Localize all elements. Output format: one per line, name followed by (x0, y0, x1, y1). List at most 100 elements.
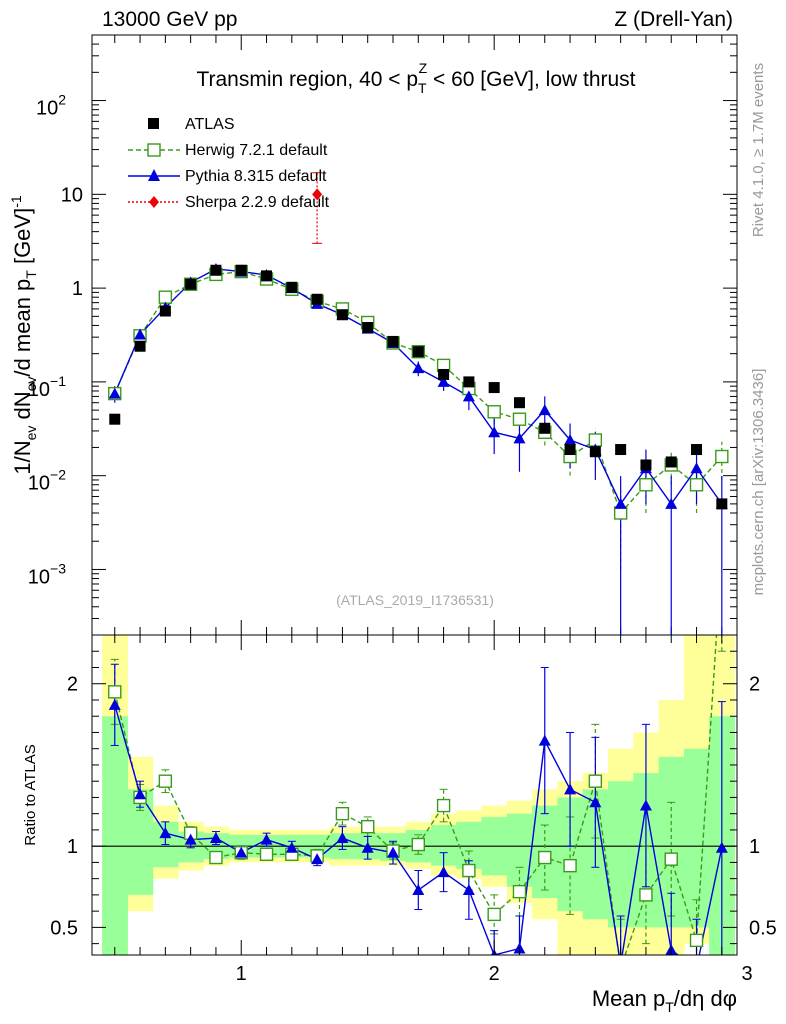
title-post: < 60 [GeV], low thrust (427, 68, 636, 91)
main-y-tick-label: 10−1 (28, 373, 66, 401)
atlas-point (488, 382, 500, 394)
ylabel-a: 1/N (10, 440, 35, 474)
ylabel-c: /d mean p (10, 279, 35, 377)
herwig-ratio-point (664, 852, 678, 866)
legend-herwig-marker (147, 143, 161, 157)
main-y-tick-label-base: 10 (36, 98, 58, 120)
ratio-y-ticks: 2 2 1 1 0.5 0.5 (50, 650, 777, 945)
main-x-ticks (114, 35, 723, 635)
title-sub-t: T (418, 80, 427, 96)
pythia-ratio-point (589, 796, 602, 808)
herwig-ratio-point (487, 907, 501, 922)
atlas-point (564, 444, 576, 456)
legend-herwig-label: Herwig 7.2.1 default (185, 142, 328, 159)
pythia-ratio-point (715, 841, 728, 853)
atlas-point (387, 335, 399, 347)
pythia-point (690, 462, 703, 474)
xlabel-a: Mean p (592, 986, 665, 1011)
herwig-ratio-point (462, 863, 476, 878)
ratio-y-tick-label-right: 1 (749, 836, 760, 858)
ylabel-a-sub: ev (23, 426, 39, 441)
pythia-point (488, 426, 501, 438)
pythia-ratio-point (311, 853, 324, 865)
pythia-ratio-point (564, 783, 577, 795)
atlas-point (336, 309, 348, 321)
ylabel-d: [GeV] (10, 208, 35, 270)
atlas-point (362, 322, 374, 334)
main-y-tick-label-exp: −2 (50, 467, 66, 483)
pythia-ratio-point (437, 866, 450, 878)
x-tick-label: 1 (236, 963, 247, 985)
pythia-ratio-point (639, 799, 652, 811)
pythia-ratio-point (134, 788, 147, 800)
main-y-tick-label: 10 (61, 184, 83, 206)
pythia-ratio-point (691, 962, 703, 973)
herwig-ratio-point (108, 685, 122, 699)
pythia-line (114, 268, 723, 506)
legend: ATLAS Herwig 7.2.1 default Pythia 8.315 … (128, 116, 330, 211)
rivet-label: Rivet 4.1.0, ≥ 1.7M events (750, 63, 767, 237)
legend-atlas-label: ATLAS (185, 116, 235, 133)
herwig-ratio-point (361, 819, 375, 834)
herwig-ratio-point (335, 806, 350, 821)
ratio-frame (91, 634, 738, 956)
main-y-label: 1/Nev dNev/d mean pT [GeV]-1 (8, 195, 39, 475)
mcplots-label: mcplots.cern.ch [arXiv:1306.3436] (750, 369, 767, 596)
header-right: Z (Drell-Yan) (614, 8, 733, 31)
atlas-point (109, 413, 121, 425)
main-y-tick-label: 10−2 (28, 467, 66, 495)
atlas-point (134, 340, 146, 352)
herwig-ratio-point (615, 962, 627, 974)
pythia-ratio-point (159, 827, 172, 839)
xlabel-a-sub: T (665, 999, 674, 1015)
main-y-tick-label-base: 10 (28, 566, 50, 588)
main-y-tick-label: 1 (72, 278, 83, 300)
herwig-ratio-point (259, 847, 274, 861)
ratio-x-ticks: 1 2 3 (114, 635, 753, 985)
ylabel-c-sub: T (23, 270, 39, 279)
atlas-point (615, 444, 627, 456)
ratio-y-tick-label-left: 1 (67, 836, 78, 858)
legend-pythia-label: Pythia 8.315 default (185, 168, 327, 185)
herwig-line (114, 270, 723, 515)
x-axis-label: Mean pT/dη dφ (592, 986, 737, 1015)
pythia-point (412, 362, 425, 374)
atlas-point (311, 293, 323, 305)
atlas-point (412, 346, 424, 358)
legend-atlas-marker (148, 118, 159, 129)
atlas-point (665, 456, 677, 468)
herwig-point (689, 478, 704, 492)
herwig-point (512, 412, 527, 426)
herwig-ratio-point (512, 884, 527, 899)
herwig-point (639, 478, 653, 492)
main-y-tick-label: 102 (36, 92, 66, 120)
x-tick-label: 3 (742, 963, 753, 985)
herwig-ratio-point (411, 837, 425, 852)
legend-sherpa-label: Sherpa 2.2.9 default (185, 194, 330, 211)
atlas-point (513, 397, 525, 409)
pythia-ratio-point (538, 734, 551, 746)
main-y-tick-label-base: 10 (28, 473, 50, 495)
herwig-ratio-point (588, 774, 603, 788)
pythia-ratio-point (235, 846, 248, 858)
legend-sherpa-marker (149, 196, 159, 208)
atlas-point (286, 281, 298, 293)
pythia-ratio-point (184, 833, 197, 845)
pythia-point (513, 432, 526, 444)
pythia-ratio-point (412, 884, 425, 896)
main-y-tick-label: 10−3 (28, 560, 66, 588)
herwig-ratio-point (689, 933, 704, 948)
pythia-point (437, 375, 450, 387)
herwig-point (715, 449, 729, 464)
pythia-ratio-point (361, 841, 374, 853)
pythia-point (108, 387, 121, 399)
ylabel-d-sup: -1 (8, 195, 24, 208)
main-y-tick-label-exp: −3 (50, 560, 66, 576)
ratio-data (108, 635, 728, 974)
atlas-point (159, 305, 171, 317)
herwig-point (487, 405, 501, 419)
herwig-ratio-point (538, 850, 552, 865)
